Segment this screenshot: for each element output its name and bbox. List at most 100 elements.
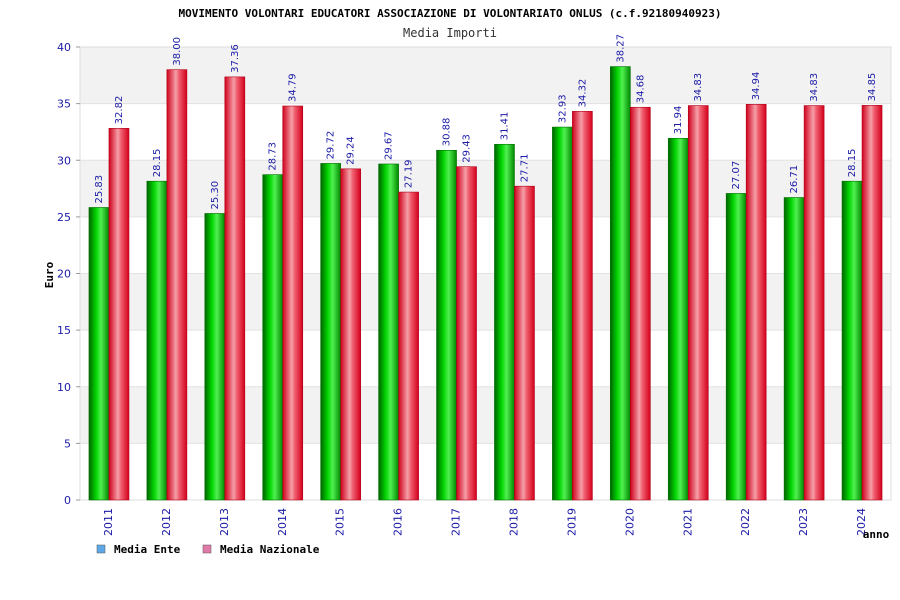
- x-tick-label: 2017: [450, 508, 463, 536]
- value-label: 34.94: [751, 72, 762, 101]
- value-label: 37.36: [230, 44, 241, 73]
- value-label: 31.94: [673, 106, 684, 135]
- y-tick-label: 20: [57, 268, 71, 281]
- value-label: 29.24: [346, 136, 357, 165]
- bar-ente-2021: [667, 137, 689, 501]
- value-label: 32.93: [557, 94, 568, 123]
- value-label: 27.19: [404, 159, 415, 188]
- value-label: 34.79: [288, 73, 299, 102]
- value-labels: 25.83 32.82 28.15 38.00 25.30 37.36 28.73 34.79…: [94, 34, 878, 210]
- grid-band: [80, 273, 891, 331]
- y-tick-label: 10: [57, 381, 71, 394]
- value-label: 38.00: [172, 37, 183, 66]
- legend-swatch-nazionale: [202, 544, 212, 554]
- value-label: 29.72: [326, 131, 337, 160]
- x-tick-label: 2013: [218, 508, 231, 536]
- value-label: 27.07: [731, 161, 742, 190]
- bar-nazionale-2011: [108, 128, 130, 501]
- value-label: 38.27: [615, 34, 626, 63]
- value-label: 34.68: [635, 75, 646, 104]
- bar-nazionale-2012: [166, 69, 188, 501]
- value-label: 25.83: [94, 175, 105, 204]
- y-tick-label: 40: [57, 41, 71, 54]
- x-tick-label: 2020: [623, 508, 636, 536]
- bar-ente-2022: [725, 193, 747, 501]
- legend-swatch-ente: [96, 544, 106, 554]
- bar-ente-2014: [262, 174, 284, 501]
- bar-ente-2011: [88, 207, 110, 501]
- x-tick-label: 2014: [276, 508, 289, 536]
- chart-title: MOVIMENTO VOLONTARI EDUCATORI ASSOCIAZIO…: [178, 7, 721, 20]
- y-axis-label: Euro: [43, 261, 56, 288]
- x-tick-label: 2018: [507, 508, 520, 536]
- value-label: 34.32: [577, 79, 588, 108]
- grid-band: [80, 103, 891, 161]
- bar-ente-2017: [436, 149, 457, 501]
- x-tick-label: 2015: [334, 508, 347, 536]
- grid-band: [80, 386, 891, 444]
- bar-nazionale-2016: [398, 191, 419, 501]
- value-label: 28.15: [847, 149, 858, 178]
- y-tick-label: 35: [57, 98, 71, 111]
- x-tick-label: 2016: [392, 508, 405, 536]
- x-tick-labels: 2011 2012 2013 2014 2015 2016 2017 2018 2019 2020…: [102, 508, 868, 536]
- value-label: 25.30: [210, 181, 221, 210]
- bar-ente-2024: [841, 180, 863, 501]
- bar-nazionale-2021: [687, 105, 709, 501]
- y-tick-labels: 0 5 10 15 20 25 30 35 40: [57, 41, 80, 507]
- bar-ente-2020: [610, 66, 631, 501]
- x-tick-label: 2023: [797, 508, 810, 536]
- value-label: 32.82: [114, 96, 125, 125]
- y-tick-label: 5: [64, 437, 71, 450]
- grid-band: [80, 47, 891, 104]
- y-tick-label: 30: [57, 154, 71, 167]
- x-tick-label: 2022: [739, 508, 752, 536]
- value-label: 28.73: [268, 142, 279, 171]
- grid-band: [80, 443, 891, 500]
- bar-ente-2015: [320, 163, 341, 501]
- legend-label-ente: Media Ente: [114, 543, 181, 556]
- chart-subtitle: Media Importi: [403, 26, 497, 40]
- x-tick-label: 2021: [681, 508, 694, 536]
- bar-nazionale-2013: [224, 76, 246, 501]
- bar-nazionale-2020: [630, 106, 651, 501]
- grid-band: [80, 330, 891, 387]
- bar-nazionale-2019: [572, 111, 593, 501]
- y-tick-label: 15: [57, 324, 71, 337]
- bar-nazionale-2017: [456, 166, 477, 501]
- value-label: 31.41: [499, 112, 510, 141]
- bar-nazionale-2014: [282, 105, 304, 501]
- x-tick-label: 2012: [160, 508, 173, 536]
- x-tick-label: 2024: [855, 508, 868, 536]
- bar-ente-2018: [494, 143, 515, 501]
- legend-label-nazionale: Media Nazionale: [220, 543, 320, 556]
- bars: [88, 66, 883, 501]
- grid-band: [80, 160, 891, 217]
- y-tick-label: 0: [64, 494, 71, 507]
- value-label: 34.83: [809, 73, 820, 102]
- value-label: 29.43: [462, 134, 473, 163]
- bar-ente-2016: [378, 163, 399, 501]
- x-axis-label: anno: [863, 528, 890, 541]
- x-tick-label: 2011: [102, 508, 115, 536]
- bar-ente-2013: [204, 213, 226, 501]
- y-tick-label: 25: [57, 211, 71, 224]
- value-label: 29.67: [384, 131, 395, 160]
- bar-nazionale-2022: [745, 104, 767, 501]
- bar-nazionale-2015: [340, 168, 361, 501]
- value-label: 30.88: [442, 118, 453, 147]
- value-label: 34.83: [693, 73, 704, 102]
- bar-nazionale-2024: [861, 105, 883, 501]
- x-tick-label: 2019: [565, 508, 578, 536]
- grid-band: [80, 216, 891, 274]
- bar-ente-2012: [146, 180, 168, 501]
- bar-ente-2023: [783, 197, 805, 501]
- value-label: 26.71: [789, 165, 800, 194]
- value-label: 34.85: [867, 73, 878, 102]
- value-label: 27.71: [519, 154, 530, 183]
- bar-nazionale-2023: [803, 105, 825, 501]
- value-label: 28.15: [152, 149, 163, 178]
- bar-ente-2019: [552, 126, 573, 501]
- legend: Media Ente Media Nazionale: [96, 543, 320, 556]
